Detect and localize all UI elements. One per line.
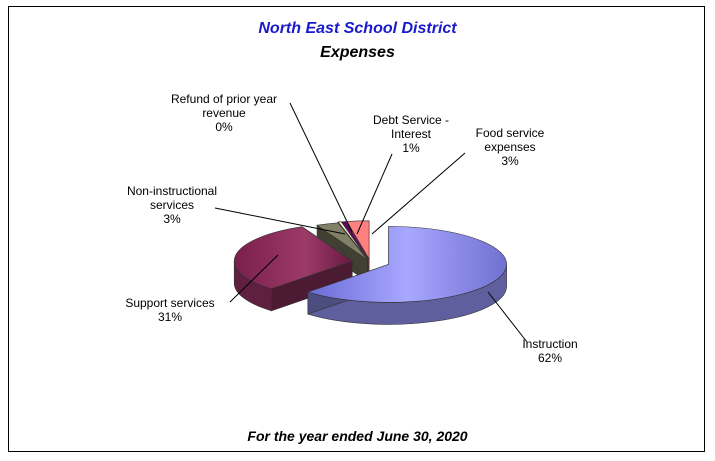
label-non-instructional-services-name: Non-instructional [127,184,217,198]
leader-line-debt-service-interest [356,153,393,235]
leader-line-non-instructional-services [214,207,346,235]
label-instruction: Instruction 62% [522,337,577,365]
chart-title: North East School District [258,20,457,37]
leader-line-support-services [229,254,279,303]
label-non-instructional-services-percent: 3% [163,212,181,226]
label-support-services-name: Support services [125,296,214,310]
label-instruction-percent: 62% [538,351,562,365]
chart-footer: For the year ended June 30, 2020 [247,428,468,444]
slice-instruction [306,226,507,303]
label-debt-service-interest-name: Debt Service - [373,113,449,127]
leader-line-refund-prior-year-revenue [289,102,353,233]
slice-non-instructional-services [316,222,368,260]
label-refund-prior-year-revenue-name: revenue [202,106,246,120]
label-food-service-expenses-percent: 3% [501,154,519,168]
label-debt-service-interest: Debt Service -Interest 1% [373,113,449,155]
label-non-instructional-services-name: services [150,198,194,212]
label-support-services: Support services 31% [125,296,214,324]
slice-refund-prior-year-revenue [337,221,368,260]
chart-subtitle: Expenses [320,44,395,61]
leader-line-food-service-expenses [371,152,466,235]
leader-line-instruction [487,291,528,343]
label-food-service-expenses: Food service expenses 3% [476,126,545,168]
label-support-services-percent: 31% [158,310,182,324]
slice-support-services [233,226,353,290]
label-refund-prior-year-revenue: Refund of prior year revenue 0% [171,92,277,134]
label-debt-service-interest-percent: 1% [402,141,420,155]
label-instruction-name: Instruction [522,337,577,351]
label-refund-prior-year-revenue-percent: 0% [215,120,233,134]
label-non-instructional-services: Non-instructional services 3% [127,184,217,226]
label-food-service-expenses-name: Food service [476,126,545,140]
label-debt-service-interest-name: Interest [391,127,432,141]
label-refund-prior-year-revenue-name: Refund of prior year [171,92,277,106]
label-food-service-expenses-name: expenses [484,140,535,154]
